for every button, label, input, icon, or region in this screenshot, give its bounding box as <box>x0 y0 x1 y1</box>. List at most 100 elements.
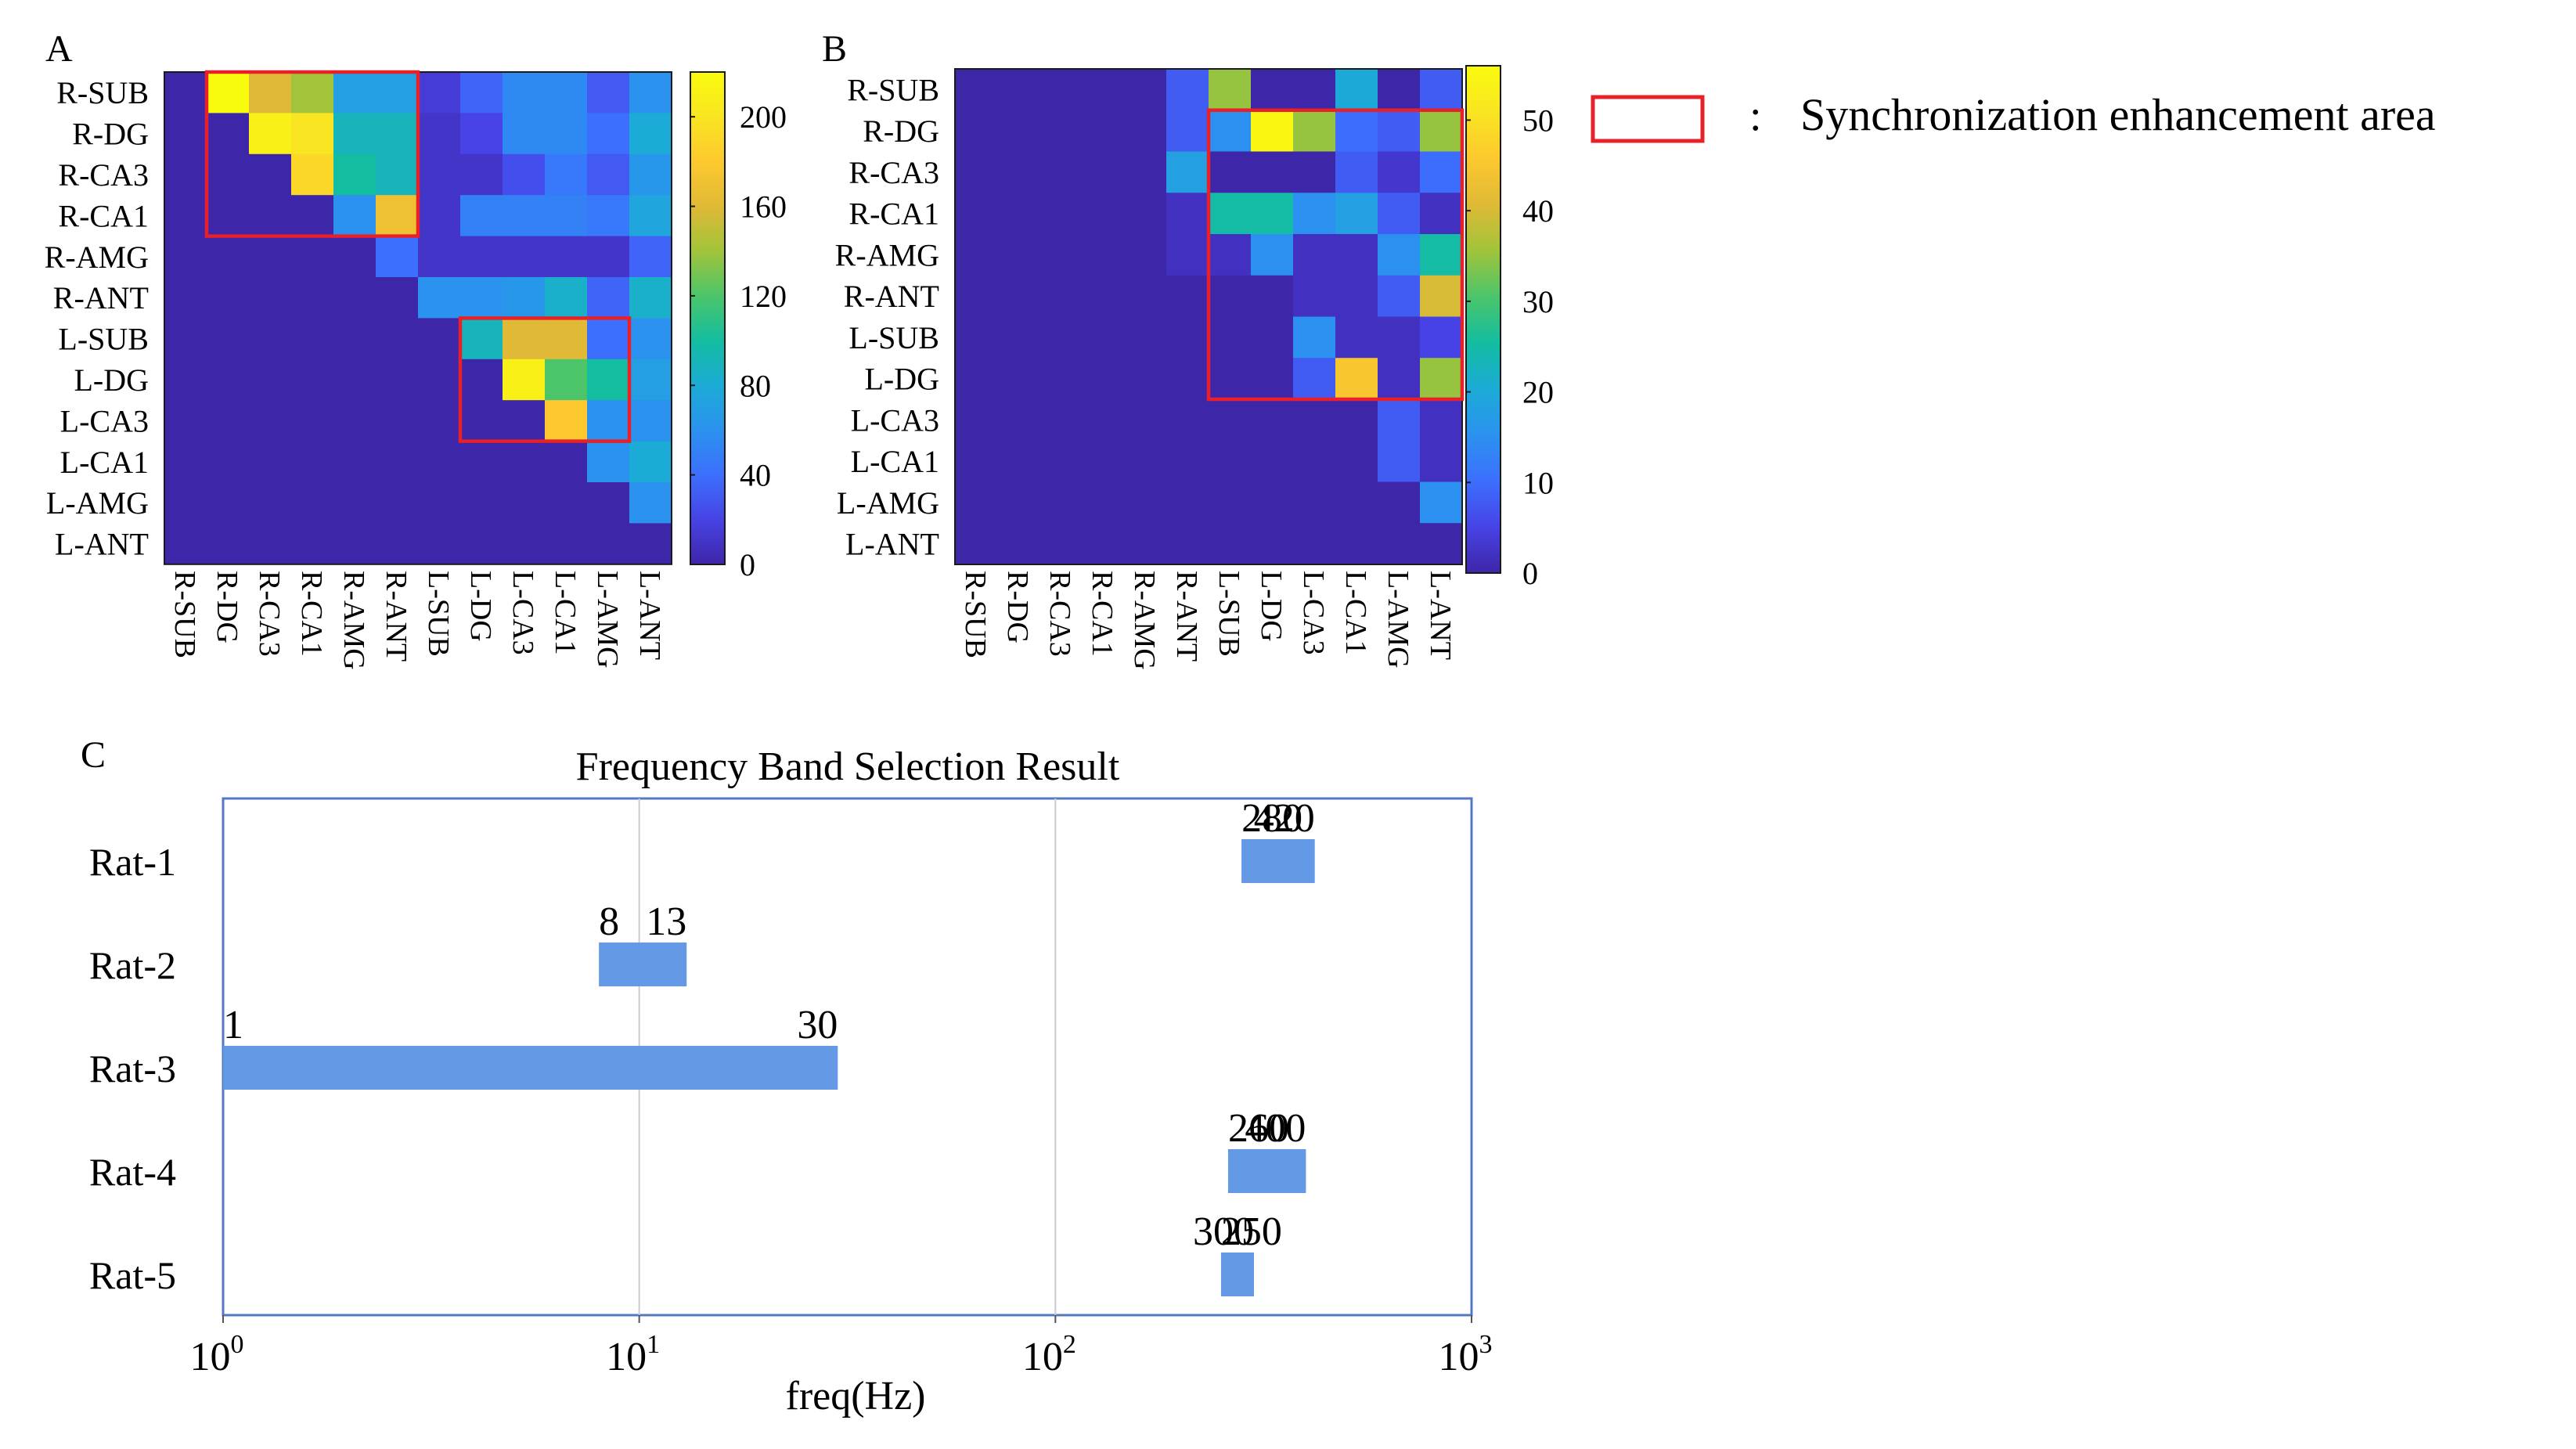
heatmap-a-row-label: R-DG <box>72 117 149 152</box>
heatmap-b-cell <box>1251 151 1294 193</box>
heatmap-b-cell <box>1251 193 1294 235</box>
heatmap-b-cell <box>1124 481 1167 524</box>
heatmap-a-col-label: R-CA3 <box>253 571 286 657</box>
band-bar-high-label: 30 <box>797 1003 838 1047</box>
heatmap-b-cell <box>1335 110 1378 153</box>
heatmap-a-cell <box>249 359 292 401</box>
heatmap-b-cell <box>1082 275 1125 318</box>
heatmap-b-row-label: R-SUB <box>847 72 939 107</box>
heatmap-a-cell <box>418 523 461 565</box>
heatmap-a-cell <box>376 113 419 155</box>
heatmap-b-cell <box>1335 358 1378 400</box>
heatmap-b-cell <box>1293 151 1336 193</box>
heatmap-a-col-label: R-SUB <box>168 571 201 658</box>
heatmap-b-cell <box>1124 440 1167 483</box>
heatmap-a-cell <box>587 318 630 360</box>
heatmap-a-cell <box>291 441 334 483</box>
heatmap-a-cell <box>376 523 419 565</box>
heatmap-b-row-label: R-DG <box>863 114 939 149</box>
heatmap-b-row-label: L-CA1 <box>851 444 939 479</box>
heatmap-b-col-label: R-AMG <box>1128 571 1161 670</box>
heatmap-b-cell <box>1124 275 1167 318</box>
heatmap-a-cell <box>291 277 334 319</box>
heatmap-b-cell <box>955 110 998 153</box>
heatmap-b-cell <box>1082 399 1125 442</box>
heatmap-a-cell <box>460 236 503 278</box>
band-chart-category-label: Rat-4 <box>89 1150 176 1194</box>
heatmap-a-cell <box>503 113 546 155</box>
heatmap-b-cell <box>1335 481 1378 524</box>
heatmap-b-cell <box>1039 523 1083 565</box>
heatmap-a-cell <box>545 318 588 360</box>
heatmap-b: R-SUB R-DG R-CA3 R-CA1 R-AMG R-ANT L-SUB L-DG L-… <box>835 65 1554 670</box>
heatmap-b-col-label: R-SUB <box>959 571 992 658</box>
heatmap-b-cell <box>955 358 998 400</box>
heatmap-b-cell <box>1124 523 1167 565</box>
heatmap-b-cell <box>1378 110 1421 153</box>
heatmap-a-cell <box>207 441 250 483</box>
heatmap-b-cell <box>1378 69 1421 111</box>
heatmap-a-row-label: L-CA3 <box>60 403 149 438</box>
band-bar-rat-1 <box>1241 839 1315 883</box>
heatmap-b-cell <box>1251 316 1294 359</box>
heatmap-b-cell <box>955 481 998 524</box>
heatmap-a-cell <box>418 318 461 360</box>
heatmap-b-cell <box>1378 316 1421 359</box>
heatmap-a-row-label: L-SUB <box>58 322 149 357</box>
heatmap-a-cell <box>376 195 419 237</box>
heatmap-a-cell <box>587 113 630 155</box>
heatmap-b-cell <box>1420 523 1463 565</box>
heatmap-b-cell <box>1124 316 1167 359</box>
band-bar-rat-4 <box>1227 1149 1306 1193</box>
colorbar-b-tick-label: 20 <box>1522 375 1554 410</box>
xtick-exponent: 2 <box>1063 1330 1076 1359</box>
heatmap-a-row-label: R-CA1 <box>58 198 149 233</box>
band-bar-high-label: 420 <box>1254 796 1315 841</box>
band-bar-low-label: 1 <box>223 1003 243 1047</box>
heatmap-a-cell <box>376 277 419 319</box>
heatmap-b-cell <box>1293 440 1336 483</box>
heatmap-b-cell <box>1251 234 1294 276</box>
heatmap-b-cell <box>1209 193 1252 235</box>
heatmap-a-cell <box>333 277 376 319</box>
heatmap-a-cell <box>376 400 419 442</box>
heatmap-b-cell <box>1378 481 1421 524</box>
band-bar-low-label: 280 <box>1241 796 1302 841</box>
heatmap-b-cell <box>1209 399 1252 442</box>
heatmap-b-cell <box>955 316 998 359</box>
heatmap-b-cell <box>1420 481 1463 524</box>
heatmap-a-cell <box>418 482 461 524</box>
heatmap-a-cell <box>418 236 461 278</box>
heatmap-a-cell <box>629 523 672 565</box>
heatmap-a-cell <box>587 277 630 319</box>
heatmap-b-cell <box>1166 234 1209 276</box>
heatmap-b-cell <box>1335 440 1378 483</box>
heatmap-b-col-label: L-CA1 <box>1339 571 1372 655</box>
heatmap-a-cell <box>503 318 546 360</box>
heatmap-a-cell <box>545 72 588 114</box>
heatmap-a-cell <box>333 359 376 401</box>
heatmap-a-cell <box>249 113 292 155</box>
heatmap-a-cell <box>291 153 334 196</box>
heatmap-a-cell <box>207 113 250 155</box>
band-bar-rat-5 <box>1220 1253 1255 1296</box>
xtick-base: 10 <box>606 1335 647 1379</box>
heatmap-a-cell <box>460 277 503 319</box>
xtick-base: 10 <box>1439 1335 1479 1379</box>
heatmap-b-cell <box>1082 440 1125 483</box>
heatmap-a-row-label: L-CA1 <box>60 445 149 480</box>
heatmap-b-cell <box>1166 358 1209 400</box>
heatmap-b-cell <box>997 316 1040 359</box>
heatmap-b-cell <box>1209 110 1252 153</box>
heatmap-a-cell <box>503 72 546 114</box>
heatmap-b-cell <box>1293 316 1336 359</box>
band-bar-low-label: 250 <box>1221 1209 1282 1254</box>
xtick-base: 10 <box>190 1335 231 1379</box>
heatmap-b-cell <box>997 193 1040 235</box>
heatmap-a-cell <box>503 195 546 237</box>
heatmap-b-cell <box>1420 440 1463 483</box>
heatmap-b-cell <box>1251 358 1294 400</box>
heatmap-a-cell <box>249 277 292 319</box>
band-bar-high-label: 400 <box>1245 1106 1306 1151</box>
